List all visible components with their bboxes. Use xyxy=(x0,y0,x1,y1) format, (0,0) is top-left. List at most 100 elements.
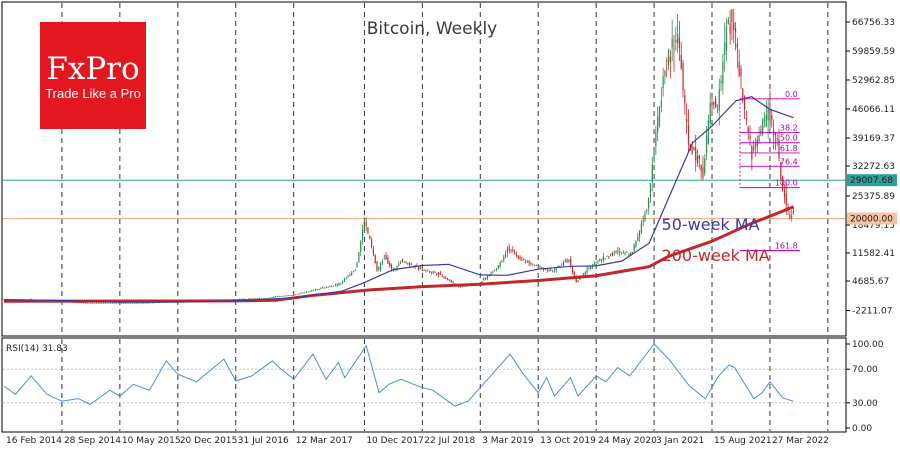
candle-body xyxy=(260,298,262,300)
candle-body xyxy=(130,302,132,304)
candle-body xyxy=(280,295,282,297)
candle-body xyxy=(745,118,748,121)
candle-body xyxy=(92,302,94,304)
rsi-panel xyxy=(1,337,847,433)
candle-body xyxy=(782,177,784,190)
candle-body xyxy=(401,259,403,262)
candle-body xyxy=(642,220,644,222)
candle-body xyxy=(459,286,461,288)
candle-body xyxy=(600,259,603,261)
candle-body xyxy=(571,267,574,273)
candle-body xyxy=(106,302,108,304)
candle-body xyxy=(403,261,405,263)
candle-body xyxy=(141,302,143,304)
candle-body xyxy=(93,302,96,304)
price-tick-label: 59859.59 xyxy=(852,47,895,57)
candle-body xyxy=(501,260,503,262)
logo-brand: FxPro xyxy=(46,51,139,87)
level-label: 20000.00 xyxy=(850,215,893,225)
candle-body xyxy=(419,267,422,270)
candle-body xyxy=(320,288,322,290)
candle-body xyxy=(142,302,145,304)
candle-body xyxy=(718,89,720,111)
candle-body xyxy=(450,280,452,283)
candle-body xyxy=(658,106,661,126)
date-tick-label: 15 Aug 2021 xyxy=(714,436,772,446)
candle-body xyxy=(698,155,700,160)
fib-level-label: 38.2 xyxy=(780,123,798,132)
candle-body xyxy=(369,235,371,240)
candle-body xyxy=(715,98,717,108)
candle-body xyxy=(255,298,257,300)
price-tick-label: 18479.15 xyxy=(852,221,895,231)
candle-body xyxy=(776,138,778,141)
candle-body xyxy=(262,298,264,299)
candle-body xyxy=(666,60,668,62)
candle-body xyxy=(334,284,336,286)
candle-body xyxy=(247,298,250,300)
candle-body xyxy=(133,302,135,304)
candle-body xyxy=(378,267,380,270)
candle-body xyxy=(664,70,666,77)
candle-body xyxy=(264,298,266,299)
candle-body xyxy=(562,263,565,265)
candle-body xyxy=(99,302,101,304)
candle-body xyxy=(316,289,318,290)
candle-body xyxy=(629,252,632,256)
candle-body xyxy=(677,33,679,44)
logo-tagline: Trade Like a Pro xyxy=(45,86,141,101)
candle-body xyxy=(271,297,273,299)
candle-body xyxy=(789,214,791,219)
candle-body xyxy=(370,239,373,248)
candle-body xyxy=(95,302,97,304)
candle-body xyxy=(323,287,326,289)
date-tick-label: 13 Oct 2019 xyxy=(540,436,596,446)
price-tick-label: 11582.41 xyxy=(852,249,895,259)
level-label-bg xyxy=(847,174,897,187)
fib-level-label: 76.4 xyxy=(780,157,798,166)
candle-body xyxy=(122,302,125,304)
date-tick-label: 22 Jul 2018 xyxy=(424,436,475,446)
candle-body xyxy=(128,302,130,304)
candle-body xyxy=(398,264,400,266)
candle-body xyxy=(318,289,320,290)
candle-body xyxy=(407,263,409,265)
candle-body xyxy=(740,68,742,77)
candle-body xyxy=(792,211,795,214)
logo-box xyxy=(40,22,146,129)
candle-body xyxy=(256,298,259,300)
candle-body xyxy=(626,251,628,253)
candle-body xyxy=(367,227,369,234)
candle-body xyxy=(269,297,271,299)
candle-body xyxy=(506,248,508,253)
candle-body xyxy=(329,286,331,288)
candle-body xyxy=(528,260,530,263)
candle-body xyxy=(606,255,608,257)
candle-body xyxy=(296,293,298,295)
candle-body xyxy=(309,291,311,293)
candle-body xyxy=(481,281,483,283)
candle-body xyxy=(533,265,536,267)
candle-body xyxy=(284,295,286,297)
candle-body xyxy=(340,283,342,285)
candle-body xyxy=(700,164,702,171)
candle-body xyxy=(649,183,652,198)
candle-body xyxy=(702,166,704,178)
candle-body xyxy=(599,258,601,261)
candle-body xyxy=(305,291,307,293)
date-tick-label: 24 May 2020 xyxy=(598,436,657,446)
candle-body xyxy=(671,38,673,48)
candle-body xyxy=(437,272,440,275)
candle-body xyxy=(667,49,670,66)
rsi-axis-ticks: 100.00 70.00 30.00 0.00 xyxy=(846,340,884,434)
candle-body xyxy=(552,270,554,272)
candle-body xyxy=(593,263,595,266)
candle-body xyxy=(514,251,516,254)
candle-body xyxy=(687,124,690,145)
candle-body xyxy=(436,273,438,275)
candle-body xyxy=(651,164,653,182)
candle-body xyxy=(322,287,324,289)
rsi-title: RSI(14) 31.83 xyxy=(6,344,68,354)
fib-level-label: 161.8 xyxy=(775,241,798,250)
candle-body xyxy=(753,147,755,151)
